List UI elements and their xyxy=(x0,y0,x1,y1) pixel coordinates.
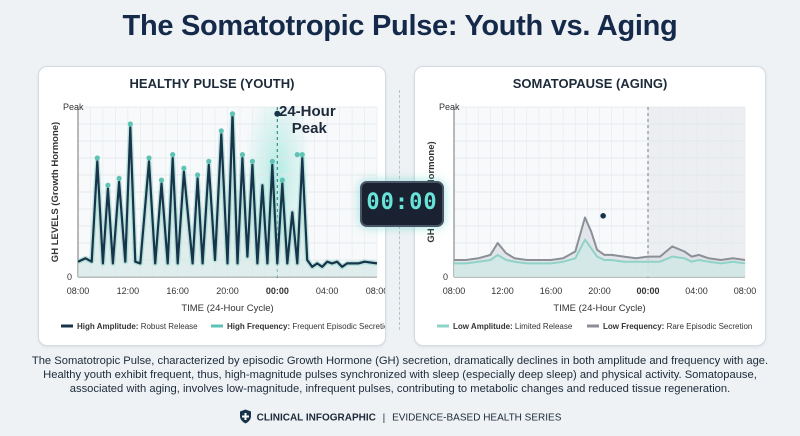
high-frequency-point xyxy=(105,182,111,188)
footer: CLINICAL INFOGRAPHIC | EVIDENCE-BASED HE… xyxy=(0,409,800,427)
y-axis-label: GH LEVELS (Growth Hormone) xyxy=(50,122,61,262)
healthy-pulse-title: HEALTHY PULSE (YOUTH) xyxy=(129,76,295,91)
high-frequency-point xyxy=(158,177,165,183)
legend-series-desc: Limited Release xyxy=(515,322,573,331)
x-tick-label: 08:00 xyxy=(67,286,90,296)
x-tick-label: 20:00 xyxy=(588,286,611,296)
y-top-label: Peak xyxy=(439,102,460,112)
high-frequency-point xyxy=(195,172,201,178)
high-frequency-point xyxy=(127,121,133,127)
high-frequency-point xyxy=(206,158,212,164)
legend-series-name: Low Amplitude: xyxy=(453,322,515,331)
healthy-pulse-panel: HEALTHY PULSE (YOUTH) Peak 0 GH LEVELS (Gr… xyxy=(38,66,386,346)
high-frequency-point xyxy=(94,155,100,161)
high-frequency-point xyxy=(239,152,246,158)
legend-series-name: High Frequency: xyxy=(227,322,292,331)
legend-entry: High Frequency: Frequent Episodic Secret… xyxy=(227,322,385,331)
x-tick-label: 00:00 xyxy=(636,286,659,296)
peak-annotation-line2: Peak xyxy=(292,120,328,137)
x-tick-label: 04:00 xyxy=(316,286,339,296)
page-title: The Somatotropic Pulse: Youth vs. Aging xyxy=(122,10,678,42)
legend-entry: Low Frequency: Rare Episodic Secretion xyxy=(603,322,752,331)
x-tick-label: 16:00 xyxy=(540,286,563,296)
x-tick-label: 12:00 xyxy=(491,286,514,296)
high-frequency-point xyxy=(218,128,224,134)
x-tick-label: 04:00 xyxy=(685,286,708,296)
peak-marker xyxy=(274,110,281,117)
series-line-low-frequency xyxy=(454,216,746,261)
description-text: The Somatotropic Pulse, characterized by… xyxy=(31,355,769,395)
peak-marker xyxy=(600,213,606,219)
shield-icon xyxy=(239,409,252,427)
x-tick-label: 00:00 xyxy=(266,286,289,296)
legend-entry: Low Amplitude: Limited Release xyxy=(453,322,573,331)
x-tick-label: 16:00 xyxy=(166,286,189,296)
y-bottom-label: 0 xyxy=(443,272,448,282)
footer-left: CLINICAL INFOGRAPHIC xyxy=(256,412,376,424)
footer-right: EVIDENCE-BASED HEALTH SERIES xyxy=(392,412,562,424)
legend-series-name: Low Frequency: xyxy=(603,322,667,331)
y-bottom-label: 0 xyxy=(67,272,72,282)
peak-annotation-line1: 24-Hour xyxy=(279,103,336,120)
legend-series-name: High Amplitude: xyxy=(77,322,141,331)
legend-series-desc: Frequent Episodic Secretion xyxy=(292,322,385,331)
high-frequency-point xyxy=(249,158,256,164)
legend-series-desc: Rare Episodic Secretion xyxy=(667,322,753,331)
legend-entry: High Amplitude: Robust Release xyxy=(77,322,198,331)
x-tick-label: 08:00 xyxy=(366,286,385,296)
high-frequency-point xyxy=(181,165,187,171)
high-frequency-point xyxy=(299,152,305,158)
high-frequency-point xyxy=(269,158,275,164)
somatopause-title: SOMATOPAUSE (AGING) xyxy=(512,76,668,91)
x-axis-label: TIME (24-Hour Cycle) xyxy=(181,303,273,314)
series-line-high-amplitude xyxy=(77,112,378,268)
high-frequency-point xyxy=(229,111,236,117)
high-frequency-point xyxy=(170,152,176,158)
x-tick-label: 12:00 xyxy=(117,286,140,296)
high-frequency-point xyxy=(146,155,152,161)
footer-separator: | xyxy=(382,412,386,424)
x-tick-label: 08:00 xyxy=(734,286,757,296)
digital-clock: 00:00 xyxy=(360,181,444,227)
y-top-label: Peak xyxy=(63,102,84,112)
legend-series-desc: Robust Release xyxy=(141,322,198,331)
x-axis-label: TIME (24-Hour Cycle) xyxy=(553,303,645,314)
high-frequency-point xyxy=(294,152,300,158)
high-frequency-point xyxy=(116,175,122,181)
high-frequency-point xyxy=(279,177,285,183)
x-tick-label: 08:00 xyxy=(443,286,466,296)
healthy-pulse-chart: Peak 0 GH LEVELS (Growth Hormone) 08:00 12:0… xyxy=(50,102,385,331)
x-tick-label: 20:00 xyxy=(216,286,239,296)
series-line-low-amplitude xyxy=(454,238,746,265)
